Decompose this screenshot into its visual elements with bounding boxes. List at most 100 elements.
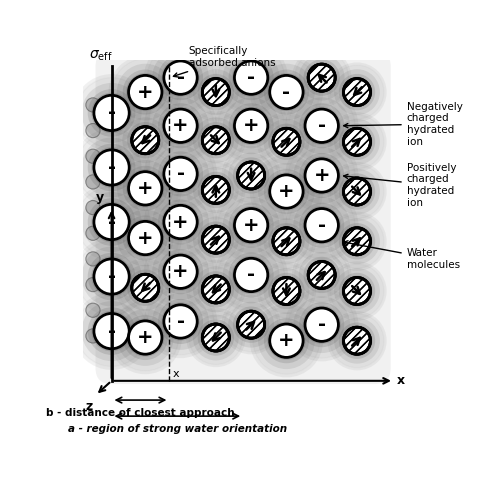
Circle shape [330, 264, 384, 318]
Circle shape [189, 114, 243, 167]
Circle shape [197, 271, 234, 308]
Circle shape [334, 168, 380, 214]
Text: y: y [96, 192, 104, 204]
Circle shape [268, 124, 305, 160]
Circle shape [294, 197, 350, 254]
Circle shape [202, 78, 229, 106]
Circle shape [76, 132, 147, 203]
Circle shape [81, 83, 142, 143]
Circle shape [81, 301, 142, 361]
Circle shape [202, 126, 229, 154]
Circle shape [144, 285, 217, 358]
Circle shape [202, 176, 229, 204]
Circle shape [88, 198, 135, 246]
Circle shape [197, 172, 234, 208]
Circle shape [343, 278, 370, 304]
Circle shape [228, 302, 274, 348]
Text: Specifically
adsorbed anions: Specifically adsorbed anions [173, 46, 275, 77]
Circle shape [86, 200, 100, 214]
Circle shape [94, 96, 129, 130]
Text: Positively
charged
hydrated
ion: Positively charged hydrated ion [343, 162, 456, 208]
Circle shape [306, 260, 337, 290]
Circle shape [270, 175, 303, 208]
Circle shape [302, 206, 341, 244]
Circle shape [189, 310, 243, 364]
Circle shape [229, 202, 273, 248]
Circle shape [186, 260, 245, 319]
Circle shape [164, 109, 197, 142]
Circle shape [186, 210, 245, 270]
Circle shape [285, 139, 358, 212]
Circle shape [132, 126, 159, 154]
Circle shape [273, 278, 300, 304]
Circle shape [299, 153, 344, 198]
Circle shape [200, 224, 231, 255]
Circle shape [295, 248, 349, 302]
Circle shape [202, 276, 229, 303]
Circle shape [158, 249, 203, 294]
Circle shape [164, 61, 197, 94]
Circle shape [112, 204, 179, 272]
Circle shape [264, 119, 309, 164]
Circle shape [268, 223, 305, 260]
Circle shape [91, 147, 132, 188]
Circle shape [126, 219, 165, 257]
Circle shape [158, 55, 203, 100]
Circle shape [144, 235, 217, 308]
Circle shape [86, 252, 100, 266]
Circle shape [81, 138, 142, 198]
Circle shape [86, 98, 100, 112]
Circle shape [253, 308, 320, 374]
Circle shape [233, 306, 270, 343]
Circle shape [234, 208, 268, 242]
Circle shape [273, 278, 300, 304]
Circle shape [238, 311, 265, 338]
Text: +: + [314, 166, 330, 185]
Circle shape [88, 308, 135, 355]
Circle shape [215, 89, 288, 162]
Circle shape [161, 302, 200, 341]
Circle shape [257, 112, 316, 172]
Circle shape [218, 92, 285, 159]
Circle shape [223, 98, 279, 154]
Circle shape [91, 311, 132, 352]
Circle shape [303, 257, 340, 293]
Circle shape [234, 61, 268, 94]
Circle shape [292, 246, 351, 304]
Circle shape [202, 276, 229, 303]
Circle shape [253, 158, 320, 225]
Circle shape [88, 252, 135, 300]
Circle shape [132, 274, 159, 301]
Circle shape [147, 288, 214, 355]
Circle shape [164, 206, 197, 238]
Text: -: - [176, 68, 185, 87]
Text: +: + [137, 228, 153, 248]
Circle shape [193, 314, 239, 360]
Circle shape [117, 160, 173, 216]
Circle shape [158, 200, 203, 244]
Circle shape [197, 74, 234, 110]
Circle shape [294, 98, 350, 154]
Circle shape [258, 312, 315, 369]
Circle shape [215, 41, 288, 115]
Circle shape [258, 163, 315, 220]
Circle shape [200, 174, 231, 206]
Circle shape [193, 118, 239, 163]
Circle shape [122, 216, 168, 260]
Circle shape [339, 74, 375, 110]
Circle shape [122, 166, 168, 211]
Circle shape [197, 222, 234, 258]
Circle shape [330, 65, 384, 119]
Circle shape [264, 169, 309, 214]
Circle shape [258, 64, 315, 120]
Circle shape [86, 175, 100, 189]
Circle shape [132, 126, 159, 154]
Circle shape [334, 268, 380, 314]
Circle shape [299, 302, 344, 347]
Circle shape [330, 214, 384, 268]
Circle shape [200, 274, 231, 305]
Circle shape [343, 228, 370, 254]
Circle shape [229, 103, 273, 148]
Circle shape [271, 276, 302, 306]
Circle shape [260, 264, 314, 318]
